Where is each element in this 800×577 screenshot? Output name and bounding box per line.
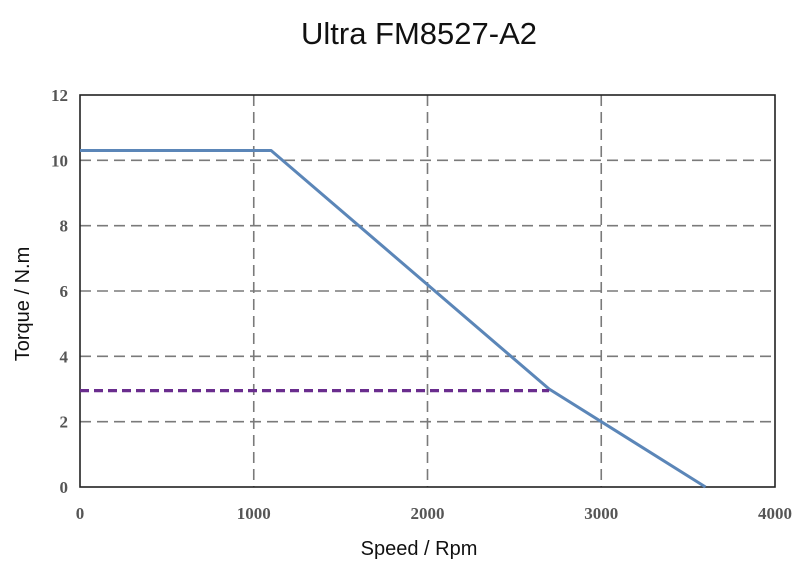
chart-title: Ultra FM8527-A2	[301, 16, 537, 51]
x-tick-label: 4000	[758, 504, 792, 523]
x-tick-label: 3000	[584, 504, 618, 523]
tick-labels: 0 1000 2000 3000 4000 0 2 4 6 8 10 12	[51, 86, 792, 523]
y-tick-label: 2	[60, 413, 69, 432]
x-axis-label: Speed / Rpm	[361, 538, 478, 560]
y-tick-label: 4	[60, 347, 69, 366]
x-tick-label: 2000	[411, 504, 445, 523]
peak-torque-line	[80, 149, 707, 489]
y-tick-label: 8	[60, 217, 69, 236]
y-tick-label: 12	[51, 86, 68, 105]
grid-lines	[80, 95, 775, 487]
y-tick-label: 10	[51, 151, 68, 170]
plot-frame	[79, 94, 776, 488]
x-tick-label: 1000	[237, 504, 271, 523]
y-axis-label: Torque / N.m	[12, 247, 34, 361]
y-tick-label: 0	[60, 478, 69, 497]
series-layer	[80, 149, 707, 489]
y-tick-label: 6	[60, 282, 69, 301]
x-tick-label: 0	[76, 504, 85, 523]
